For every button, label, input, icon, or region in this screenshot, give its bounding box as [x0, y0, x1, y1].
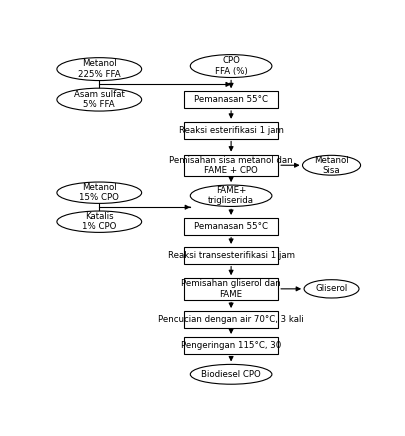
- Ellipse shape: [190, 364, 272, 384]
- Text: Asam sulfat
5% FFA: Asam sulfat 5% FFA: [74, 90, 125, 109]
- Ellipse shape: [304, 280, 359, 298]
- Text: Gliserol: Gliserol: [315, 284, 347, 293]
- Ellipse shape: [190, 54, 272, 78]
- Text: FAME+
trigliserida: FAME+ trigliserida: [208, 186, 254, 205]
- Text: Metanol
15% CPO: Metanol 15% CPO: [79, 183, 119, 202]
- Ellipse shape: [303, 155, 360, 175]
- FancyBboxPatch shape: [184, 337, 278, 354]
- Ellipse shape: [57, 182, 142, 203]
- FancyBboxPatch shape: [184, 91, 278, 108]
- Text: Pengeringan 115°C, 30: Pengeringan 115°C, 30: [181, 341, 281, 350]
- FancyBboxPatch shape: [184, 278, 278, 300]
- Text: Pemisahan sisa metanol dan
FAME + CPO: Pemisahan sisa metanol dan FAME + CPO: [169, 156, 293, 175]
- FancyBboxPatch shape: [184, 311, 278, 328]
- Ellipse shape: [57, 88, 142, 111]
- FancyBboxPatch shape: [184, 122, 278, 139]
- Text: Metanol
Sisa: Metanol Sisa: [314, 156, 349, 175]
- Text: Pemisahan gliserol dan
FAME: Pemisahan gliserol dan FAME: [181, 279, 281, 299]
- Text: Biodiesel CPO: Biodiesel CPO: [201, 370, 261, 379]
- Text: Katalis
1% CPO: Katalis 1% CPO: [82, 212, 117, 232]
- Text: CPO
FFA (%): CPO FFA (%): [215, 56, 247, 76]
- FancyBboxPatch shape: [184, 218, 278, 235]
- Text: Reaksi esterifikasi 1 jam: Reaksi esterifikasi 1 jam: [179, 126, 284, 135]
- FancyBboxPatch shape: [184, 154, 278, 176]
- Text: Pencucian dengan air 70°C, 3 kali: Pencucian dengan air 70°C, 3 kali: [158, 315, 304, 324]
- Text: Pemanasan 55°C: Pemanasan 55°C: [194, 222, 268, 231]
- FancyBboxPatch shape: [184, 247, 278, 264]
- Text: Pemanasan 55°C: Pemanasan 55°C: [194, 95, 268, 104]
- Text: Metanol
225% FFA: Metanol 225% FFA: [78, 59, 121, 79]
- Ellipse shape: [57, 58, 142, 81]
- Ellipse shape: [57, 211, 142, 232]
- Ellipse shape: [190, 185, 272, 207]
- Text: Reaksi transesterifikasi 1 jam: Reaksi transesterifikasi 1 jam: [168, 251, 294, 260]
